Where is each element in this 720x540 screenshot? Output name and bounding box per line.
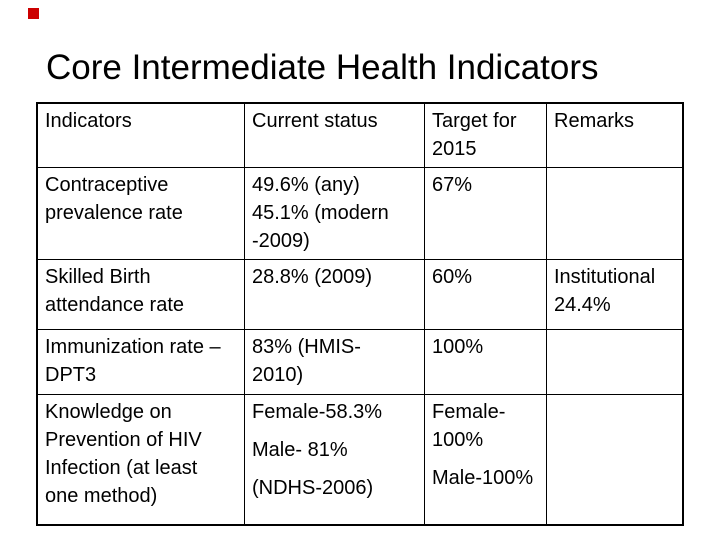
cell-current-status: 83% (HMIS-2010) — [245, 330, 425, 395]
cell-target-2015: 67% — [425, 168, 547, 260]
column-header-target-for-2015: Target for 2015 — [425, 104, 547, 168]
cell-target-2015: 60% — [425, 260, 547, 330]
cell-target-2015: Female-100% Male-100% — [425, 395, 547, 524]
cell-remarks — [547, 330, 682, 395]
cell-current-status: Female-58.3% Male- 81% (NDHS-2006) — [245, 395, 425, 524]
column-header-indicators: Indicators — [38, 104, 245, 168]
cell-remarks: Institutional 24.4% — [547, 260, 682, 330]
cell-remarks — [547, 168, 682, 260]
cell-remarks — [547, 395, 682, 524]
cell-current-status: 49.6% (any) 45.1% (modern -2009) — [245, 168, 425, 260]
slide-title: Core Intermediate Health Indicators — [46, 48, 599, 87]
column-header-remarks: Remarks — [547, 104, 682, 168]
cell-indicator: Contraceptive prevalence rate — [38, 168, 245, 260]
cell-target-2015: 100% — [425, 330, 547, 395]
red-square-decoration — [28, 8, 39, 19]
indicators-table: Indicators Current status Target for 201… — [36, 102, 684, 526]
cell-indicator: Knowledge on Prevention of HIV Infection… — [38, 395, 245, 524]
column-header-current-status: Current status — [245, 104, 425, 168]
cell-indicator: Immunization rate –DPT3 — [38, 330, 245, 395]
cell-indicator: Skilled Birth attendance rate — [38, 260, 245, 330]
cell-current-status: 28.8% (2009) — [245, 260, 425, 330]
